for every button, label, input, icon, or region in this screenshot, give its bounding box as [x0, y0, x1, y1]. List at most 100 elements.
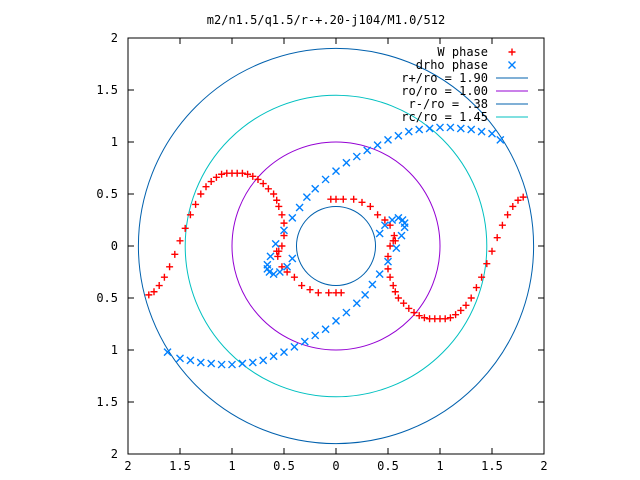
data-point [404, 127, 413, 136]
data-point [238, 359, 247, 368]
data-point [264, 185, 272, 193]
circle-r-0_38 [295, 205, 377, 287]
data-point [273, 247, 281, 255]
data-point [275, 268, 284, 276]
legend-label: W phase [437, 45, 488, 59]
data-point [171, 250, 179, 258]
data-point [278, 211, 286, 219]
data-point [361, 290, 370, 299]
legend-label: rc/ro = 1.45 [401, 110, 488, 124]
data-point [483, 260, 491, 268]
data-point [405, 304, 413, 312]
data-point [311, 331, 320, 340]
data-point [259, 180, 267, 188]
data-point [397, 231, 406, 240]
data-point [488, 247, 496, 255]
data-point [339, 195, 347, 203]
data-point [298, 282, 306, 290]
data-point [290, 273, 298, 281]
data-point [274, 252, 282, 260]
data-point [350, 195, 358, 203]
data-point [398, 216, 407, 224]
data-point [283, 262, 292, 271]
data-point [496, 135, 505, 144]
data-point [265, 268, 274, 276]
data-point [457, 306, 465, 314]
data-point [425, 124, 434, 133]
data-point [269, 270, 278, 279]
data-point [400, 299, 408, 307]
data-point [280, 232, 288, 240]
data-point [394, 213, 403, 222]
data-point [332, 167, 340, 176]
data-point [375, 270, 384, 279]
data-point [498, 221, 506, 229]
x-tick-label: 2 [540, 459, 547, 473]
y-tick-label: 1.5 [96, 395, 118, 409]
data-point [386, 273, 394, 281]
data-point [280, 226, 288, 235]
data-point [446, 123, 455, 132]
data-point [467, 125, 476, 134]
data-point [244, 170, 252, 178]
data-point [290, 342, 299, 351]
axis-ticks: 2 1.5 1 0.5 0 0.5 1 1.5 221.510.500.511.52 [96, 31, 547, 473]
points-layer [145, 123, 527, 369]
data-point [477, 127, 486, 136]
legend-label: drho phase [416, 58, 488, 72]
data-point [426, 315, 434, 323]
data-point [311, 184, 320, 193]
data-point [269, 352, 278, 361]
data-point [373, 141, 382, 150]
y-tick-label: 0.5 [96, 187, 118, 201]
data-point [394, 131, 403, 140]
legend-label: ro/ro = 1.00 [401, 84, 488, 98]
data-point [288, 213, 297, 222]
legend-label: r-/ro = .38 [409, 97, 488, 111]
data-point [288, 254, 297, 263]
data-point [321, 175, 330, 184]
data-point [186, 211, 194, 219]
legend-label: r+/ro = 1.90 [401, 71, 488, 85]
data-point [415, 312, 423, 320]
data-point [391, 237, 399, 245]
data-point [415, 125, 424, 134]
data-point [266, 252, 275, 261]
data-point [391, 288, 399, 296]
data-point [374, 211, 382, 219]
legend-marker [508, 61, 516, 69]
data-point [278, 242, 286, 250]
y-tick-label: 1 [111, 135, 118, 149]
data-point [300, 337, 309, 346]
data-point [388, 216, 397, 224]
y-tick-label: 0 [111, 239, 118, 253]
data-point [254, 175, 262, 183]
data-point [306, 286, 314, 294]
circle-r-1 [231, 141, 441, 351]
data-point [467, 294, 475, 302]
data-point [410, 309, 418, 317]
data-point [384, 265, 392, 273]
data-point [332, 316, 340, 325]
data-point [420, 314, 428, 322]
data-point [207, 359, 216, 368]
data-point [259, 356, 268, 365]
data-point [280, 348, 288, 357]
data-point [394, 294, 402, 302]
data-point [366, 202, 374, 210]
data-point [314, 289, 322, 297]
data-point [325, 289, 333, 297]
data-point [248, 358, 257, 367]
data-point [390, 232, 398, 240]
data-point [283, 268, 291, 276]
x-tick-label: 0.5 [273, 459, 295, 473]
data-point [238, 169, 246, 177]
data-point [380, 221, 389, 230]
x-tick-label: 2 [124, 459, 131, 473]
data-point [384, 257, 392, 266]
data-point [145, 291, 153, 299]
data-point [197, 190, 205, 198]
data-point [217, 360, 226, 369]
